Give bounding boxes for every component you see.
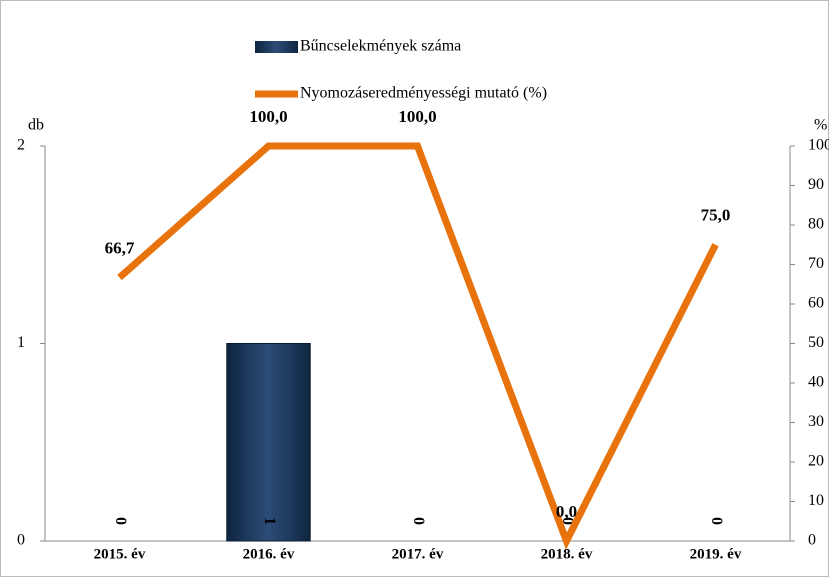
y2-tick-label: 20	[808, 453, 824, 470]
y2-tick-label: 80	[808, 216, 824, 233]
bar-value-label: 1	[261, 517, 278, 525]
y-tick-label: 2	[17, 137, 25, 154]
x-tick-label: 2016. év	[243, 546, 295, 562]
line-value-label: 0,0	[556, 502, 577, 521]
bar	[226, 343, 311, 542]
line-value-label: 100,0	[249, 107, 287, 126]
y2-tick-label: 70	[808, 255, 824, 272]
y2-tick-label: 60	[808, 295, 824, 312]
y2-tick-label: 90	[808, 176, 824, 193]
line-value-label: 75,0	[701, 206, 731, 225]
x-tick-label: 2017. év	[392, 546, 444, 562]
y2-tick-label: 10	[808, 492, 824, 509]
y-tick-label: 1	[17, 334, 25, 351]
x-tick-label: 2015. év	[94, 546, 146, 562]
y-axis-label: db	[28, 117, 44, 134]
y2-axis-label: %	[814, 117, 827, 134]
bar-value-label: 0	[708, 517, 725, 525]
x-tick-label: 2018. év	[541, 546, 593, 562]
line-value-label: 100,0	[398, 107, 436, 126]
legend-swatch	[255, 41, 298, 53]
x-tick-label: 2019. év	[690, 546, 742, 562]
y2-tick-label: 30	[808, 413, 824, 430]
line	[117, 142, 719, 550]
line-value-label: 66,7	[105, 238, 135, 257]
bar-value-label: 0	[559, 517, 576, 525]
y2-tick-label: 40	[808, 374, 824, 391]
y2-tick-label: 50	[808, 334, 824, 351]
bar-value-label: 0	[112, 517, 129, 525]
legend-label: Bűncselekmények száma	[300, 38, 461, 55]
legend-label: Nyomozáseredményességi mutató (%)	[300, 85, 547, 102]
y-tick-label: 0	[17, 532, 25, 549]
bar-value-label: 0	[410, 517, 427, 525]
y2-tick-label: 0	[808, 532, 816, 549]
y2-tick-label: 100	[808, 137, 829, 154]
